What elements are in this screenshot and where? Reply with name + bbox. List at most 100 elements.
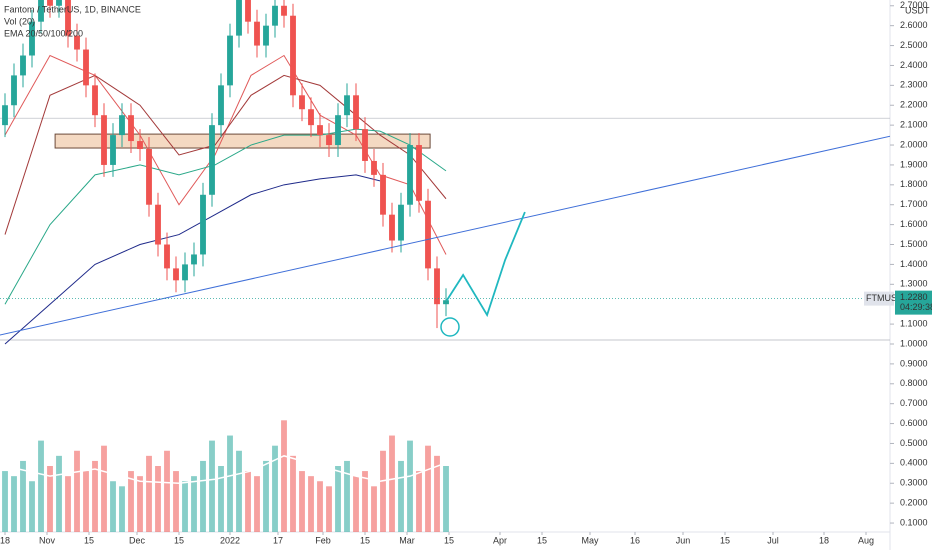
- x-tick-label: Nov: [39, 535, 56, 545]
- volume-bar: [281, 420, 287, 532]
- volume-bar: [83, 471, 89, 532]
- y-tick-label: 0.8000: [900, 378, 928, 388]
- candle-body: [164, 244, 170, 269]
- x-tick-label: 15: [360, 535, 370, 545]
- volume-bar: [236, 450, 242, 532]
- x-tick-label: May: [581, 535, 599, 545]
- candle-body: [398, 204, 404, 241]
- x-tick-label: 15: [84, 535, 94, 545]
- volume-bar: [227, 435, 233, 532]
- candle-body: [191, 254, 197, 265]
- candle-body: [380, 174, 386, 215]
- x-tick-label: 18: [819, 535, 829, 545]
- x-tick-label: 16: [630, 535, 640, 545]
- volume-bar: [416, 471, 422, 532]
- candle-body: [326, 135, 332, 146]
- volume-bar: [65, 476, 71, 532]
- candle-body: [389, 214, 395, 241]
- volume-bar: [29, 481, 35, 532]
- candle-body: [353, 95, 359, 130]
- y-tick-label: 2.2000: [900, 100, 928, 110]
- candle-body: [29, 21, 35, 56]
- volume-bar: [362, 471, 368, 532]
- candle-body: [83, 49, 89, 86]
- volume-bar: [146, 455, 152, 532]
- volume-bar: [389, 435, 395, 532]
- circle-annotation: [440, 317, 460, 337]
- candle-body: [371, 160, 377, 175]
- volume-bar: [11, 476, 17, 532]
- candle-body: [272, 5, 278, 26]
- candle-body: [434, 268, 440, 305]
- x-tick-label: 15: [537, 535, 547, 545]
- candle-body: [344, 95, 350, 116]
- candle-body: [2, 105, 8, 126]
- candle-body: [362, 129, 368, 161]
- volume-bar: [344, 460, 350, 532]
- y-tick-label: 0.6000: [900, 418, 928, 428]
- y-tick-label: 2.6000: [900, 20, 928, 30]
- candle-body: [119, 115, 125, 136]
- candle-body: [245, 0, 251, 22]
- x-tick-label: Jul: [767, 535, 779, 545]
- volume-bar: [353, 476, 359, 532]
- y-tick-label: 2.5000: [900, 40, 928, 50]
- volume-bar: [308, 476, 314, 532]
- candle-body: [308, 109, 314, 126]
- y-tick-label: 0.9000: [900, 358, 928, 368]
- candle-body: [38, 0, 44, 22]
- volume-bar: [245, 471, 251, 532]
- volume-bar: [74, 450, 80, 532]
- volume-bar: [434, 455, 440, 532]
- volume-ma: [4, 455, 447, 485]
- trendline: [0, 135, 890, 336]
- y-tick-label: 2.1000: [900, 120, 928, 130]
- volume-bar: [182, 481, 188, 532]
- countdown: 04:29:38: [900, 302, 932, 312]
- x-tick-label: 15: [174, 535, 184, 545]
- volume-bar: [398, 460, 404, 532]
- candle-body: [416, 145, 422, 201]
- candle-body: [290, 15, 296, 96]
- y-tick-label: 2.3000: [900, 80, 928, 90]
- currency-label: USDT: [905, 5, 930, 15]
- volume-label: Vol (20): [4, 16, 35, 26]
- volume-bar: [137, 476, 143, 532]
- volume-bar: [209, 440, 215, 532]
- candle-body: [227, 35, 233, 86]
- volume-bar: [173, 471, 179, 532]
- candle-body: [173, 268, 179, 281]
- price-tag-bg: [895, 290, 932, 315]
- candle-body: [299, 95, 305, 110]
- y-tick-label: 1.4000: [900, 259, 928, 269]
- ema-line: [4, 54, 447, 255]
- y-tick-label: 2.4000: [900, 60, 928, 70]
- volume-bar: [371, 486, 377, 532]
- price-tag: 1.2280: [900, 292, 928, 302]
- volume-bar: [425, 445, 431, 532]
- candle-body: [218, 85, 224, 126]
- x-tick-label: Jun: [676, 535, 691, 545]
- x-tick-label: 2022: [220, 535, 240, 545]
- volume-bar: [38, 440, 44, 532]
- price-axis-bg: [890, 0, 932, 550]
- y-tick-label: 1.9000: [900, 159, 928, 169]
- volume-bar: [101, 445, 107, 532]
- volume-bar: [164, 450, 170, 532]
- volume-bar: [254, 476, 260, 532]
- candle-body: [56, 0, 62, 6]
- candle-body: [335, 115, 341, 146]
- y-tick-label: 0.5000: [900, 438, 928, 448]
- volume-bar: [299, 471, 305, 532]
- y-tick-label: 0.3000: [900, 478, 928, 488]
- candle-body: [110, 135, 116, 165]
- y-tick-label: 1.5000: [900, 239, 928, 249]
- y-tick-label: 1.3000: [900, 279, 928, 289]
- volume-bar: [443, 466, 449, 532]
- y-tick-label: 1.7000: [900, 199, 928, 209]
- ema-line: [4, 128, 447, 305]
- candle-body: [20, 55, 26, 76]
- y-tick-label: 0.7000: [900, 398, 928, 408]
- candle-body: [254, 21, 260, 46]
